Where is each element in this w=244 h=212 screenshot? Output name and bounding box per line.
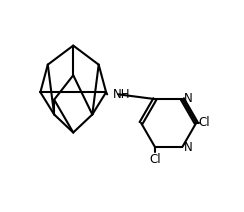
Text: N: N: [184, 141, 193, 154]
Text: Cl: Cl: [149, 153, 161, 166]
Text: NH: NH: [112, 88, 130, 101]
Text: N: N: [184, 92, 193, 105]
Text: Cl: Cl: [199, 116, 210, 130]
